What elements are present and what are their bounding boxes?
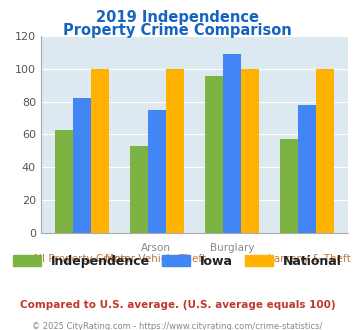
Text: All Property Crime: All Property Crime	[32, 254, 127, 264]
Bar	[205, 76, 223, 233]
Text: 2019 Independence: 2019 Independence	[96, 10, 259, 25]
Bar	[241, 69, 259, 233]
Bar	[298, 105, 316, 233]
Text: Burglary: Burglary	[211, 243, 255, 252]
Bar	[55, 130, 73, 233]
Text: Compared to U.S. average. (U.S. average equals 100): Compared to U.S. average. (U.S. average …	[20, 300, 335, 310]
Text: Arson: Arson	[141, 243, 171, 252]
Text: Property Crime Comparison: Property Crime Comparison	[63, 23, 292, 38]
Bar	[148, 110, 166, 233]
Legend: Independence, Iowa, National: Independence, Iowa, National	[8, 249, 347, 273]
Text: Larceny & Theft: Larceny & Theft	[268, 254, 351, 264]
Bar	[91, 69, 109, 233]
Bar	[73, 98, 91, 233]
Text: © 2025 CityRating.com - https://www.cityrating.com/crime-statistics/: © 2025 CityRating.com - https://www.city…	[32, 322, 323, 330]
Bar	[280, 139, 298, 233]
Bar	[223, 54, 241, 233]
Bar	[130, 146, 148, 233]
Bar	[316, 69, 334, 233]
Bar	[166, 69, 184, 233]
Text: Motor Vehicle Theft: Motor Vehicle Theft	[105, 254, 207, 264]
